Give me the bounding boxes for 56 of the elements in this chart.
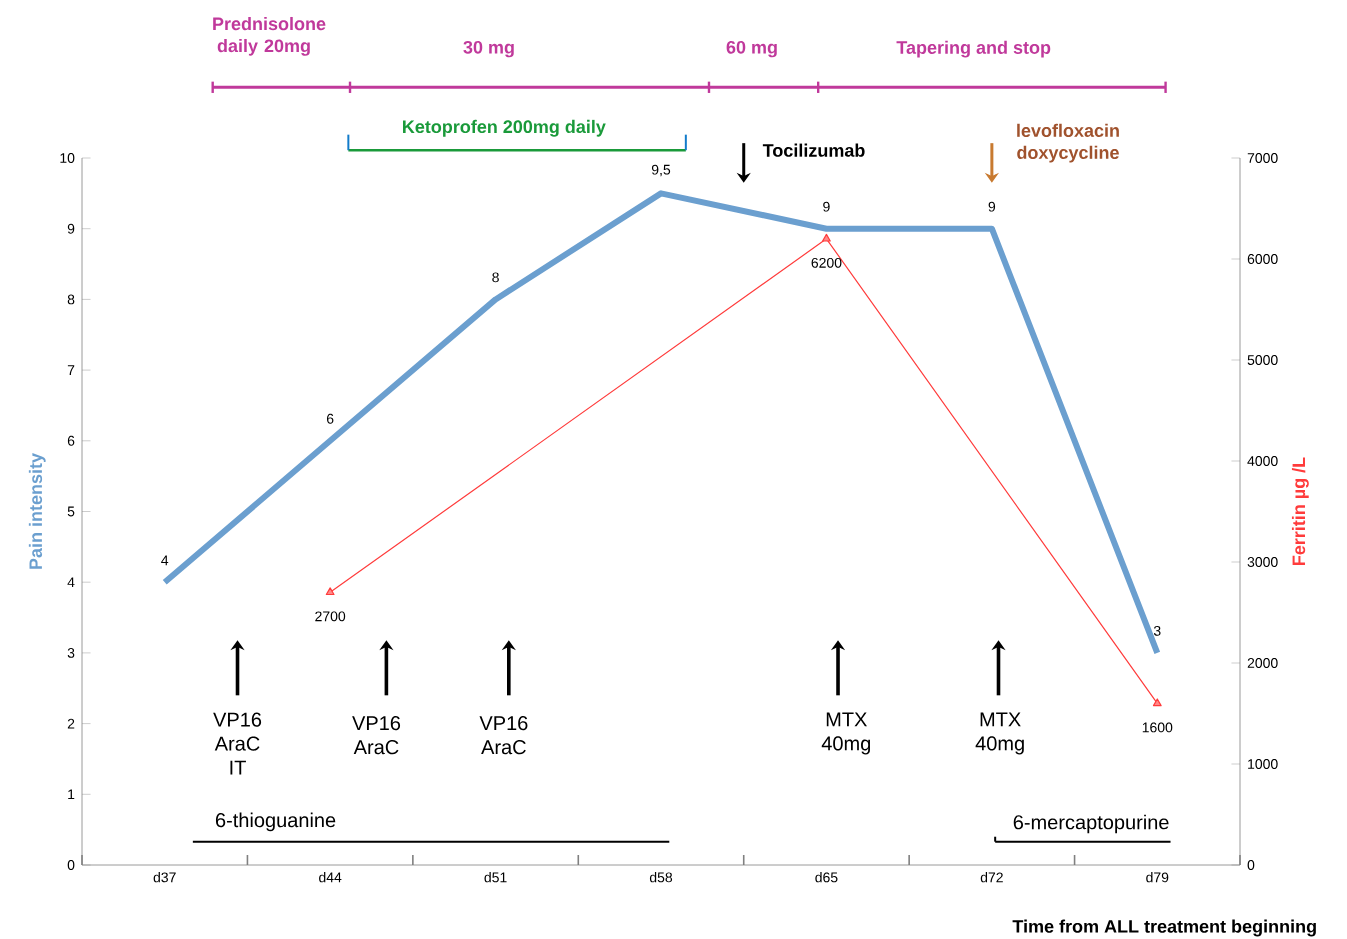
annotation: 6-mercaptopurine <box>1013 814 1169 834</box>
text: Tocilizumab <box>762 143 865 157</box>
annotation: VP16 AraC IT <box>213 712 262 775</box>
annotation: MTX 40mg <box>975 712 1024 755</box>
x-tick-label: d37 <box>153 872 176 883</box>
data-label: 3 <box>1153 625 1161 636</box>
point <box>325 587 335 596</box>
text: 30 mg <box>463 40 514 58</box>
data-label: 8 <box>492 272 499 283</box>
y2-tick-label: 1000 <box>1248 759 1278 769</box>
x-tick-label: d79 <box>1146 872 1169 883</box>
x-tick-label: d44 <box>319 872 342 883</box>
annotation: VP16 AraC <box>479 716 528 755</box>
y2-tick-label: 5000 <box>1247 355 1278 365</box>
y-tick-label: 0 <box>67 860 75 870</box>
y-tick-label: 6 <box>67 435 75 446</box>
annotation: levofloxacin doxycycline <box>1017 123 1119 163</box>
x-tick-label: d58 <box>649 872 673 883</box>
y-tick-label: 3 <box>67 647 75 658</box>
data-label: 6 <box>326 413 334 424</box>
annotation: 6-thioguanine <box>215 812 336 832</box>
x-tick-label: d65 <box>815 872 838 883</box>
y2-tick-label: 2000 <box>1247 658 1278 668</box>
x-tick-label: d51 <box>484 872 507 883</box>
y2-tick-label: 3000 <box>1247 557 1278 567</box>
text: Prednisolone daily 20mg <box>213 16 326 56</box>
data-label: 4 <box>161 555 169 566</box>
y-tick-label: 2 <box>67 718 75 729</box>
annotation: VP16 AraC <box>352 716 401 755</box>
y-tick-label: 5 <box>67 506 75 517</box>
y-tick-label: 1 <box>68 789 75 800</box>
y-tick-label: 10 <box>60 153 75 163</box>
text: Tapering and stop <box>896 40 1051 58</box>
point <box>1152 698 1162 707</box>
y2-tick-label: 4000 <box>1247 456 1278 466</box>
y2-tick-label: 6000 <box>1247 254 1278 264</box>
y-tick-label: 7 <box>67 365 75 375</box>
text: Ketoprofen 200mg daily <box>403 119 606 137</box>
data-label: 6200 <box>811 257 842 268</box>
y-tick-label: 9 <box>67 223 75 234</box>
y-tick-label: 4 <box>67 577 75 588</box>
y2-tick-label: 0 <box>1247 860 1255 870</box>
y-tick-label: 8 <box>67 294 75 305</box>
point <box>822 233 831 242</box>
data-label: 2700 <box>315 611 346 622</box>
text: 60 mg <box>726 40 777 58</box>
x-axis-title: Time from ALL treatment beginning <box>1012 919 1316 937</box>
annotation: MTX 40mg <box>821 712 871 755</box>
y2-tick-label: 7000 <box>1247 153 1278 163</box>
data-label: 9 <box>823 201 830 212</box>
x-tick-label: d72 <box>980 872 1003 883</box>
data-label: 1600 <box>1142 722 1173 733</box>
data-label: 9 <box>988 201 996 212</box>
y-axis-title: Pain intensity <box>28 453 46 569</box>
data-label: 9,5 <box>651 164 671 177</box>
y2-axis-title: Ferritin µg /L <box>1291 457 1309 565</box>
